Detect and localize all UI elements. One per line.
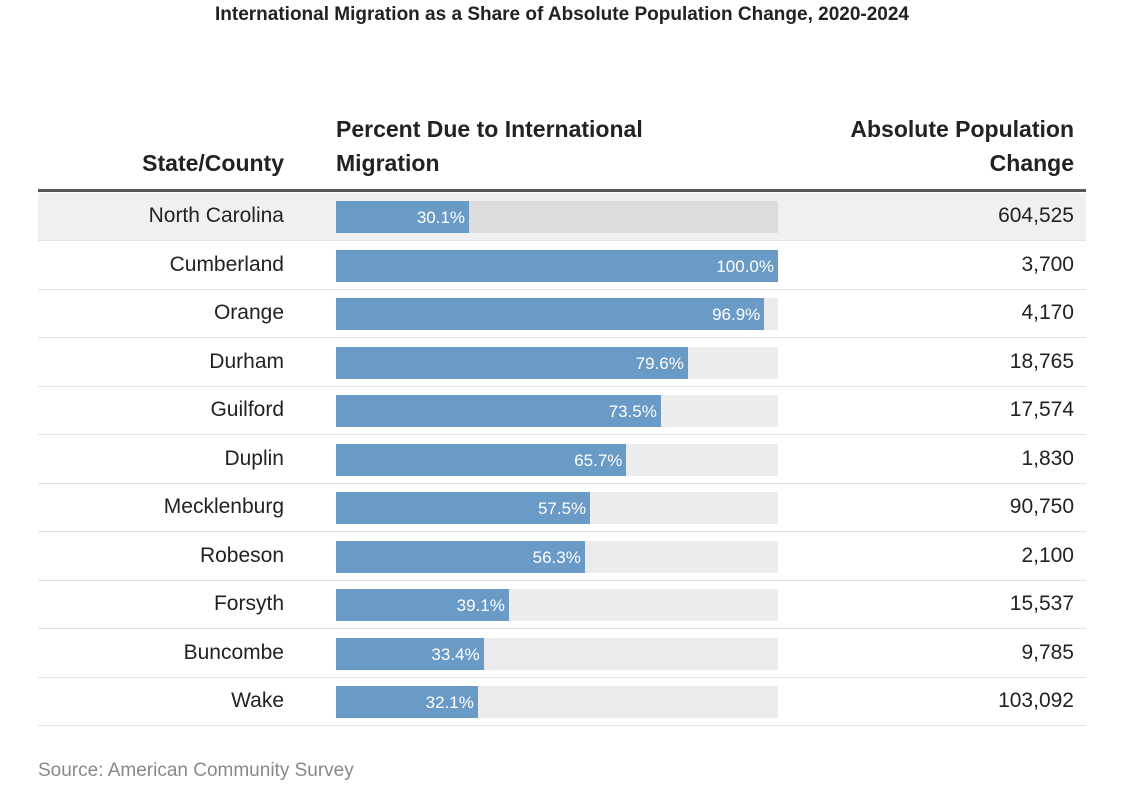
table-row [38,484,1086,532]
row-label: Durham [209,349,284,373]
table-row [38,290,1086,338]
row-label: North Carolina [148,204,284,227]
row-label: Cumberland [169,252,284,276]
bar [336,249,778,282]
population-change: 604,525 [998,204,1074,227]
header-rule [38,189,1086,192]
table-row [38,533,1086,581]
row-label: Duplin [224,446,284,470]
row-label: Orange [213,301,284,324]
bar [336,201,470,233]
bar-label: 79.6% [635,353,684,373]
row-label: Wake [231,689,284,712]
table-row [38,630,1086,678]
bar [336,443,627,476]
bar [336,298,765,330]
bar-label: 30.1% [416,208,466,227]
bar [336,346,688,379]
table-row [38,581,1086,629]
population-change: 18,765 [1009,349,1074,373]
column-header: Percent Due to International Migration [336,116,643,176]
population-change: 9,785 [1021,640,1074,664]
bar [336,637,484,670]
table-row [38,339,1086,387]
table-row [38,387,1086,435]
population-change: 2,100 [1021,543,1074,567]
table-row [38,242,1086,290]
population-change: 90,750 [1009,495,1074,518]
bar [336,540,585,573]
table-row [38,678,1086,726]
bar-label: 73.5% [608,402,657,421]
population-change: 1,830 [1021,446,1074,470]
source-note: Source: American Community Survey [38,760,354,781]
bar-label: 96.9% [712,305,761,324]
bar-label: 57.5% [537,499,587,518]
column-header: Absolute Population Change [850,116,1074,176]
row-label: Guilford [210,398,284,421]
row-label: Buncombe [183,640,284,664]
row-label: Mecklenburg [163,495,284,518]
bar-label: 65.7% [574,450,623,470]
bar-label: 56.3% [532,547,581,567]
population-change: 4,170 [1021,301,1074,324]
row-label: Robeson [199,543,284,567]
bar [336,686,478,718]
population-change: 17,574 [1009,398,1074,421]
table-row [38,436,1086,484]
population-change: 103,092 [998,689,1074,712]
row-label: Forsyth [213,592,284,615]
bar-label: 100.0% [716,256,774,276]
bar-label: 39.1% [456,596,505,615]
bar [336,492,591,524]
population-change: 3,700 [1021,252,1074,276]
chart-title: International Migration as a Share of Ab… [215,4,909,25]
column-header: State/County [142,150,284,176]
bar [336,589,509,621]
bar-label: 32.1% [425,693,474,712]
bar [336,395,661,427]
population-change: 15,537 [1009,592,1074,615]
bar-label: 33.4% [431,644,480,664]
